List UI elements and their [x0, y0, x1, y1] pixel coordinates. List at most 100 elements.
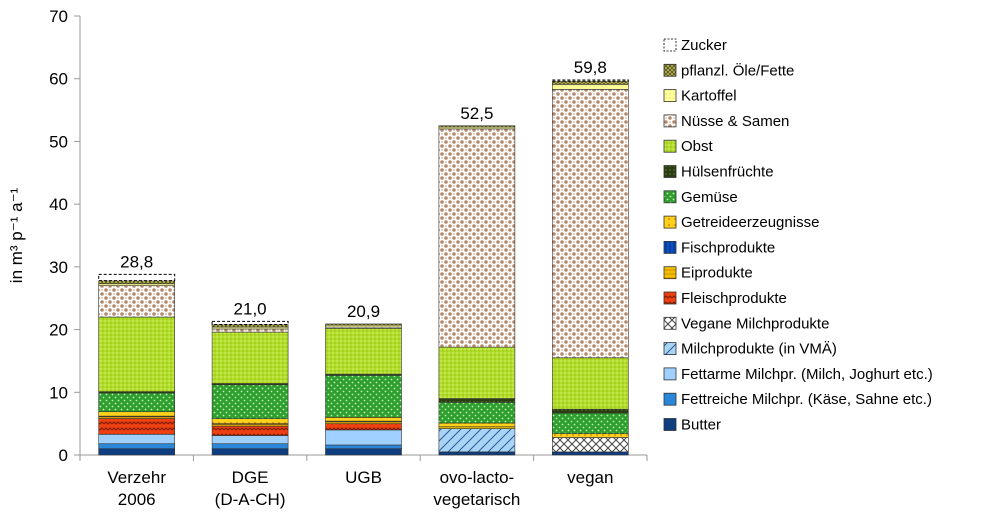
legend-item-obst: Obst: [663, 138, 714, 155]
total-label: 20,9: [347, 302, 380, 321]
legend-item-kartoffel: Kartoffel: [663, 88, 737, 105]
bar-segment-fleischprodukte: [98, 418, 175, 435]
bar-segment-nusse-samen: [438, 128, 516, 348]
legend-swatch: [663, 418, 677, 431]
x-tick-label: UGB: [345, 468, 382, 487]
legend-item-milchprodukte-in-vma: Milchprodukte (in VMÄ): [663, 341, 837, 358]
bar-segment-kartoffel: [551, 84, 629, 90]
bar-stack-vegan: [551, 79, 629, 456]
total-label: 28,8: [120, 252, 153, 271]
legend-label: Fleischprodukte: [681, 290, 787, 307]
legend-label: Gemüse: [681, 189, 738, 206]
bar-segment-butter: [551, 451, 629, 456]
bar-segment-gemuse: [551, 412, 629, 434]
legend-swatch: [663, 316, 677, 330]
bar-segment-pflanzl-ole-fette: [438, 125, 516, 128]
x-tick-label: ovo-lacto-vegetarisch: [433, 468, 520, 509]
bar-segment-hulsenfruchte: [438, 398, 516, 403]
bar-segment-nusse-samen: [211, 328, 289, 333]
total-label: 21,0: [234, 299, 267, 318]
legend-item-fleischprodukte: Fleischprodukte: [663, 290, 787, 307]
total-label: 59,8: [574, 58, 607, 77]
legend-item-gemuse: Gemüse: [663, 189, 738, 206]
x-tick-label: vegan: [567, 468, 613, 487]
legend-swatch: [663, 215, 677, 229]
y-tick-label: 60: [49, 70, 68, 89]
legend-item-hulsenfruchte: Hülsenfrüchte: [663, 164, 774, 181]
bar-segment-obst: [551, 357, 629, 410]
legend-label: Fettreiche Milchpr. (Käse, Sahne etc.): [681, 391, 932, 408]
legend-swatch: [663, 392, 677, 406]
bar-segment-fettreiche-milchpr-kase-sahne-etc: [211, 443, 289, 450]
bar-segment-zucker: [211, 320, 289, 326]
bar-segment-gemuse: [98, 392, 175, 413]
legend-label: Milchprodukte (in VMÄ): [681, 341, 837, 358]
legend-item-nusse-samen: Nüsse & Samen: [663, 113, 789, 130]
bar-segment-butter: [438, 451, 516, 456]
legend-label: Fischprodukte: [681, 239, 775, 256]
bar-segment-milchprodukte-in-vma: [438, 428, 516, 453]
bar-segment-getreideerzeugnisse: [211, 418, 289, 424]
legend-label: Zucker: [681, 37, 727, 54]
bar-segment-vegane-milchprodukte: [551, 437, 629, 453]
bar-segment-gemuse: [438, 402, 516, 424]
legend-item-getreideerzeugnisse: Getreideerzeugnisse: [663, 214, 819, 231]
bar-segment-obst: [211, 331, 289, 384]
legend-swatch: [663, 63, 677, 77]
bar-segment-butter: [325, 448, 402, 456]
legend-swatch: [663, 139, 677, 153]
bar-segment-gemuse: [211, 384, 289, 419]
y-tick-label: 10: [49, 383, 68, 402]
bar-segment-getreideerzeugnisse: [98, 411, 175, 417]
bar-segment-getreideerzeugnisse: [551, 433, 629, 438]
legend-swatch: [663, 89, 677, 102]
bar-segment-hulsenfruchte: [551, 408, 629, 414]
bar-segment-fettreiche-milchpr-kase-sahne-etc: [325, 444, 402, 450]
bar-segment-fleischprodukte: [211, 425, 289, 436]
bar-segment-obst: [438, 346, 516, 399]
bar-segment-fettarme-milchpr-milch-joghurt-etc: [98, 434, 175, 445]
legend-swatch: [663, 266, 677, 280]
legend-swatch: [663, 165, 677, 178]
bar-segment-gemuse: [325, 375, 402, 418]
bar-segment-fettarme-milchpr-milch-joghurt-etc: [325, 429, 402, 446]
y-tick-label: 40: [49, 195, 68, 214]
bar-segment-getreideerzeugnisse: [438, 422, 516, 428]
legend-swatch: [663, 114, 677, 128]
bar-segment-zucker: [98, 273, 176, 282]
bar-segment-getreideerzeugnisse: [325, 417, 402, 422]
y-axis-title: in m³ p⁻¹ a⁻¹: [7, 187, 26, 283]
x-tick-label: Verzehr 2006: [107, 468, 166, 509]
legend-item-zucker: Zucker: [663, 37, 727, 54]
total-label: 52,5: [460, 104, 493, 123]
bar-segment-fettarme-milchpr-milch-joghurt-etc: [211, 435, 289, 445]
bar-stack-ugb: [325, 323, 402, 456]
legend-item-fischprodukte: Fischprodukte: [663, 239, 775, 256]
legend-swatch: [663, 190, 677, 204]
bar-segment-obst: [325, 328, 402, 375]
y-tick-label: 50: [49, 132, 68, 151]
legend-label: Nüsse & Samen: [681, 113, 789, 130]
y-tick-label: 20: [49, 321, 68, 340]
x-tick-label: DGE (D-A-CH): [215, 468, 286, 509]
legend-item-butter: Butter: [663, 417, 721, 434]
legend-item-eiprodukte: Eiprodukte: [663, 265, 753, 282]
legend-label: Eiprodukte: [681, 265, 753, 282]
legend-swatch: [663, 342, 677, 356]
legend-item-fettreiche-milchpr-kase-sahne-etc: Fettreiche Milchpr. (Käse, Sahne etc.): [663, 391, 932, 408]
bar-segment-nusse-samen: [551, 89, 629, 359]
bar-segment-obst: [98, 316, 175, 392]
y-tick-label: 0: [59, 446, 68, 465]
legend-label: Hülsenfrüchte: [681, 164, 774, 181]
bar-segment-zucker: [551, 79, 629, 82]
legend-label: pflanzl. Öle/Fette: [681, 61, 794, 79]
y-tick-label: 70: [49, 7, 68, 26]
legend-item-vegane-milchprodukte: Vegane Milchprodukte: [663, 315, 829, 332]
legend-label: Butter: [681, 417, 721, 434]
legend-swatch: [663, 240, 677, 254]
legend-label: Getreideerzeugnisse: [681, 214, 819, 231]
legend-swatch: [663, 367, 677, 381]
legend-swatch: [663, 291, 677, 305]
